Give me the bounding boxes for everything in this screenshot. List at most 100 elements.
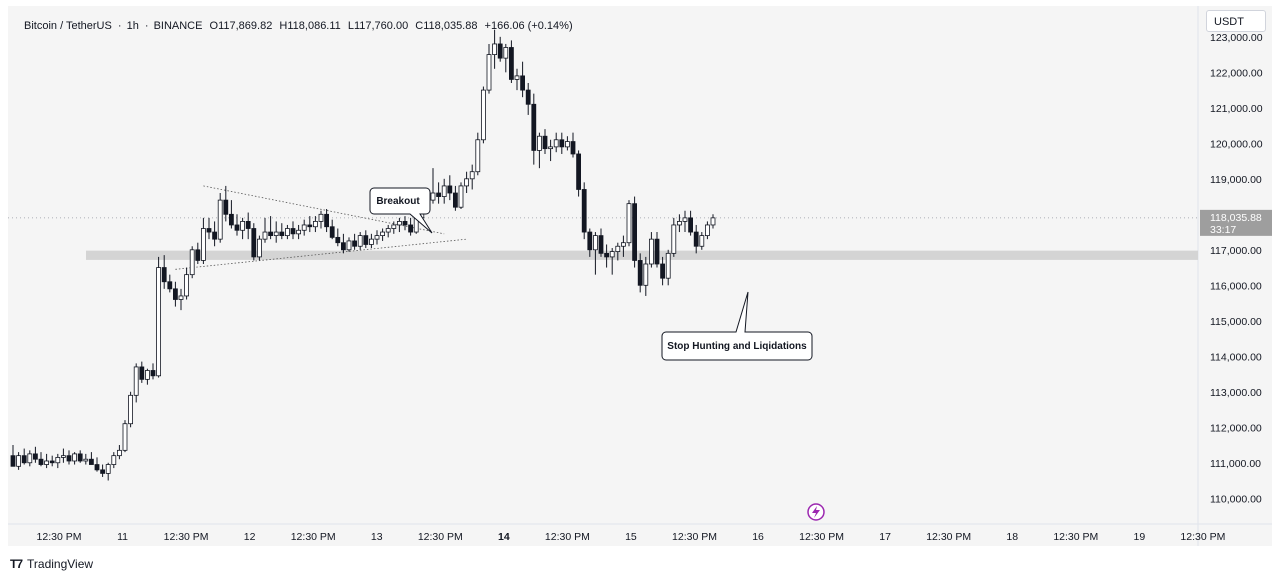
candle[interactable]	[128, 391, 133, 428]
candle[interactable]	[324, 208, 330, 233]
candle[interactable]	[72, 452, 77, 465]
candle[interactable]	[290, 221, 296, 240]
candle[interactable]	[133, 363, 139, 403]
candle[interactable]	[408, 217, 414, 236]
candle[interactable]	[475, 132, 481, 176]
candle[interactable]	[452, 185, 458, 211]
candle[interactable]	[111, 452, 117, 469]
candle[interactable]	[189, 246, 195, 279]
candle[interactable]	[621, 235, 626, 257]
candle[interactable]	[240, 217, 246, 240]
chart-frame[interactable]: Breakout Stop Hunting and Liqidations 123…	[8, 6, 1272, 546]
candle[interactable]	[301, 219, 307, 236]
candle[interactable]	[77, 450, 83, 463]
candle[interactable]	[117, 445, 122, 460]
candle[interactable]	[284, 224, 290, 240]
candle[interactable]	[212, 221, 218, 247]
candle[interactable]	[693, 224, 699, 254]
candle[interactable]	[16, 452, 22, 470]
candle[interactable]	[441, 178, 447, 204]
candle[interactable]	[705, 221, 710, 240]
candle[interactable]	[654, 232, 660, 268]
currency-button[interactable]: USDT	[1206, 10, 1266, 32]
candle[interactable]	[178, 288, 184, 311]
candle[interactable]	[464, 171, 470, 194]
candle[interactable]	[581, 182, 587, 240]
candle[interactable]	[150, 363, 156, 380]
candle[interactable]	[357, 232, 363, 250]
candle[interactable]	[105, 462, 111, 481]
candle[interactable]	[542, 129, 548, 154]
candle[interactable]	[273, 221, 279, 243]
candle[interactable]	[83, 453, 89, 465]
candle[interactable]	[32, 446, 38, 463]
candle[interactable]	[615, 242, 621, 261]
candle[interactable]	[677, 214, 682, 233]
candle[interactable]	[553, 132, 559, 153]
candle[interactable]	[161, 255, 167, 289]
candle[interactable]	[156, 256, 162, 378]
candle[interactable]	[307, 216, 313, 233]
candle[interactable]	[262, 217, 268, 243]
footer-brand[interactable]: T7 TradingView	[10, 557, 93, 571]
candle[interactable]	[503, 43, 509, 73]
stop-hunting-callout[interactable]: Stop Hunting and Liqidations	[661, 291, 813, 361]
candle[interactable]	[430, 168, 436, 204]
candle[interactable]	[492, 29, 498, 69]
candle[interactable]	[688, 210, 693, 236]
candle[interactable]	[340, 233, 346, 254]
candle[interactable]	[447, 175, 453, 201]
candle[interactable]	[593, 232, 598, 275]
candle[interactable]	[167, 274, 173, 293]
candle[interactable]	[139, 361, 145, 383]
candle[interactable]	[38, 452, 44, 467]
candle[interactable]	[576, 150, 581, 197]
candle[interactable]	[100, 464, 105, 477]
candle[interactable]	[548, 139, 553, 162]
candle[interactable]	[368, 233, 374, 249]
candle[interactable]	[374, 230, 380, 245]
candle[interactable]	[660, 256, 665, 286]
candle[interactable]	[649, 232, 654, 268]
candle[interactable]	[514, 68, 520, 91]
candle[interactable]	[637, 253, 643, 293]
candle[interactable]	[318, 210, 324, 229]
candle[interactable]	[10, 445, 16, 467]
candle[interactable]	[671, 217, 677, 257]
candle[interactable]	[559, 132, 565, 154]
candle[interactable]	[27, 450, 33, 467]
candle[interactable]	[469, 164, 475, 190]
candle[interactable]	[520, 61, 525, 98]
candle[interactable]	[480, 86, 486, 144]
candle[interactable]	[598, 228, 604, 257]
candle[interactable]	[245, 212, 251, 240]
candle[interactable]	[312, 216, 318, 233]
candle[interactable]	[565, 136, 570, 151]
lightning-icon[interactable]	[807, 503, 825, 521]
candle[interactable]	[89, 452, 94, 465]
candle[interactable]	[195, 242, 201, 264]
candle[interactable]	[537, 132, 542, 169]
candle[interactable]	[94, 457, 100, 472]
candle[interactable]	[251, 223, 257, 261]
candle[interactable]	[531, 93, 537, 165]
candle[interactable]	[55, 453, 61, 469]
candle[interactable]	[587, 228, 593, 257]
breakout-callout[interactable]: Breakout	[369, 187, 433, 234]
candle[interactable]	[346, 237, 352, 252]
candle[interactable]	[223, 185, 229, 222]
candle[interactable]	[49, 455, 55, 467]
candle[interactable]	[699, 232, 705, 250]
candle[interactable]	[643, 256, 649, 296]
candle[interactable]	[21, 448, 27, 465]
candle[interactable]	[44, 453, 49, 469]
candle[interactable]	[61, 448, 66, 463]
candle[interactable]	[525, 82, 531, 115]
candle[interactable]	[172, 281, 178, 307]
candle[interactable]	[380, 228, 386, 241]
candle[interactable]	[206, 217, 212, 240]
candle[interactable]	[486, 43, 492, 94]
candle[interactable]	[363, 230, 369, 249]
candle[interactable]	[665, 249, 671, 286]
